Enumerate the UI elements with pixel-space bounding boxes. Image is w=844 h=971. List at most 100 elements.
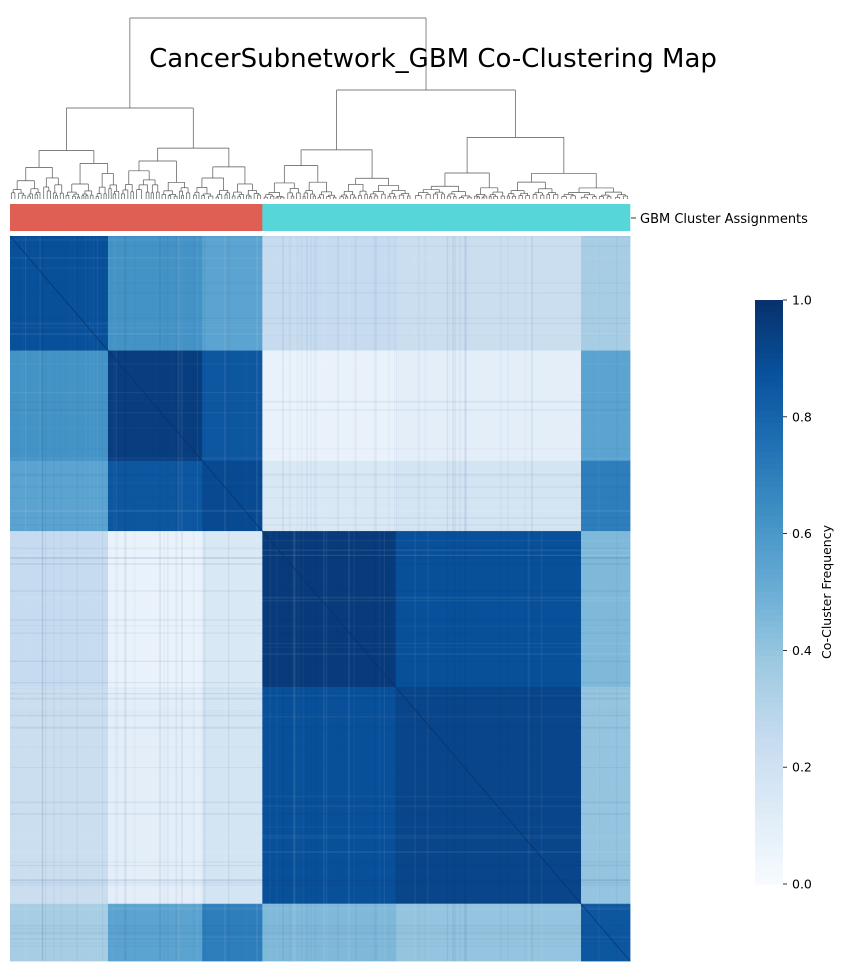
heatmap-texture-row (10, 908, 630, 910)
heatmap-texture-row (10, 801, 630, 804)
heatmap-texture-col (96, 236, 98, 961)
heatmap-texture-row (10, 716, 630, 718)
heatmap-texture-row (10, 554, 630, 556)
colorbar-step (755, 679, 783, 687)
heatmap-texture-col (531, 236, 533, 961)
heatmap-texture-row (10, 851, 630, 853)
heatmap-texture-row (10, 547, 630, 549)
heatmap-texture-col (125, 236, 127, 961)
heatmap-texture-col (454, 236, 457, 961)
heatmap-texture-col (294, 236, 297, 961)
heatmap-texture-col (301, 236, 302, 961)
colorbar-step (755, 813, 783, 821)
heatmap-matrix (9, 235, 631, 962)
colorbar-step (755, 650, 783, 657)
heatmap-texture-row (10, 714, 630, 717)
colorbar-step (755, 451, 783, 459)
heatmap-texture-col (25, 236, 26, 961)
heatmap-texture-row (10, 618, 630, 621)
heatmap-texture-col (598, 236, 600, 961)
heatmap-texture-row (10, 557, 630, 559)
heatmap-texture-col (282, 236, 284, 961)
colorbar-step (755, 510, 783, 517)
heatmap-texture-col (292, 236, 295, 961)
heatmap-texture-row (10, 881, 630, 884)
colorbar-tick-label: 1.0 (792, 293, 812, 308)
heatmap-texture-col (124, 236, 126, 961)
colorbar-step (755, 837, 783, 844)
heatmap-texture-col (53, 236, 55, 961)
heatmap-texture-row (10, 509, 630, 512)
colorbar-step (755, 603, 783, 611)
colorbar-step (755, 346, 783, 354)
colorbar-step (755, 317, 783, 324)
heatmap-texture-col (41, 236, 43, 961)
heatmap-texture-row (10, 879, 630, 881)
heatmap-texture-row (10, 557, 630, 559)
heatmap-texture-row (10, 682, 630, 684)
colorbar-step (755, 714, 783, 722)
heatmap-texture-col (115, 236, 118, 961)
heatmap-block-3-0 (10, 531, 109, 688)
colorbar-step (755, 440, 783, 447)
heatmap-block-2-1 (107, 460, 203, 532)
heatmap-texture-col (383, 236, 385, 961)
colorbar-step (755, 539, 783, 546)
colorbar-step (755, 375, 783, 383)
heatmap-texture-row (10, 861, 630, 863)
colorbar-step (755, 364, 783, 371)
colorbar-step (755, 446, 783, 453)
colorbar-step (755, 568, 783, 576)
heatmap-texture-col (181, 236, 183, 961)
heatmap-texture-row (10, 245, 630, 247)
colorbar-step (755, 370, 783, 377)
heatmap-texture-row (10, 933, 630, 935)
heatmap-texture-row (10, 524, 630, 526)
cluster-assignment-label: GBM Cluster Assignments (640, 212, 808, 227)
colorbar-step (755, 358, 783, 365)
heatmap-texture-row (10, 767, 630, 769)
colorbar-step (755, 667, 783, 675)
heatmap-texture-row (10, 697, 630, 700)
cluster-2-segment (262, 204, 631, 231)
colorbar-step (755, 866, 783, 873)
heatmap-texture-col (60, 236, 62, 961)
heatmap-texture-col (379, 236, 381, 961)
heatmap-texture-row (10, 322, 630, 324)
heatmap-block-2-0 (10, 460, 109, 532)
heatmap-texture-col (394, 236, 395, 961)
column-dendrogram (11, 17, 628, 199)
heatmap-block-5-0 (10, 903, 109, 962)
colorbar-step (755, 738, 783, 745)
heatmap-texture-row (10, 392, 630, 394)
heatmap-texture-col (245, 236, 247, 961)
heatmap-block-2-5 (581, 460, 631, 532)
heatmap-texture-col (426, 236, 428, 961)
colorbar-step (755, 463, 783, 470)
colorbar-step (755, 790, 783, 797)
colorbar-step (755, 381, 783, 389)
heatmap-texture-row (10, 563, 630, 565)
heatmap-block-3-1 (107, 531, 203, 688)
heatmap-block-2-4 (395, 460, 582, 532)
heatmap-block-4-0 (10, 686, 109, 905)
colorbar-step (755, 492, 783, 500)
heatmap-texture-col (414, 236, 416, 961)
colorbar-step (755, 545, 783, 552)
heatmap-texture-col (228, 236, 230, 961)
heatmap-block-4-2 (202, 686, 263, 905)
heatmap-texture-row (10, 326, 630, 329)
heatmap-texture-row (10, 834, 630, 837)
colorbar-step (755, 872, 783, 879)
heatmap-block-3-5 (581, 531, 631, 688)
colorbar-step (755, 697, 783, 704)
heatmap-texture-row (10, 238, 630, 241)
colorbar-step (755, 743, 783, 751)
heatmap-block-1-2 (202, 350, 263, 462)
colorbar-step (755, 627, 783, 634)
heatmap-block-5-3 (262, 903, 397, 962)
heatmap-texture-col (353, 236, 355, 961)
heatmap-texture-col (541, 236, 543, 961)
colorbar-step (755, 597, 783, 605)
colorbar-step (755, 656, 783, 663)
